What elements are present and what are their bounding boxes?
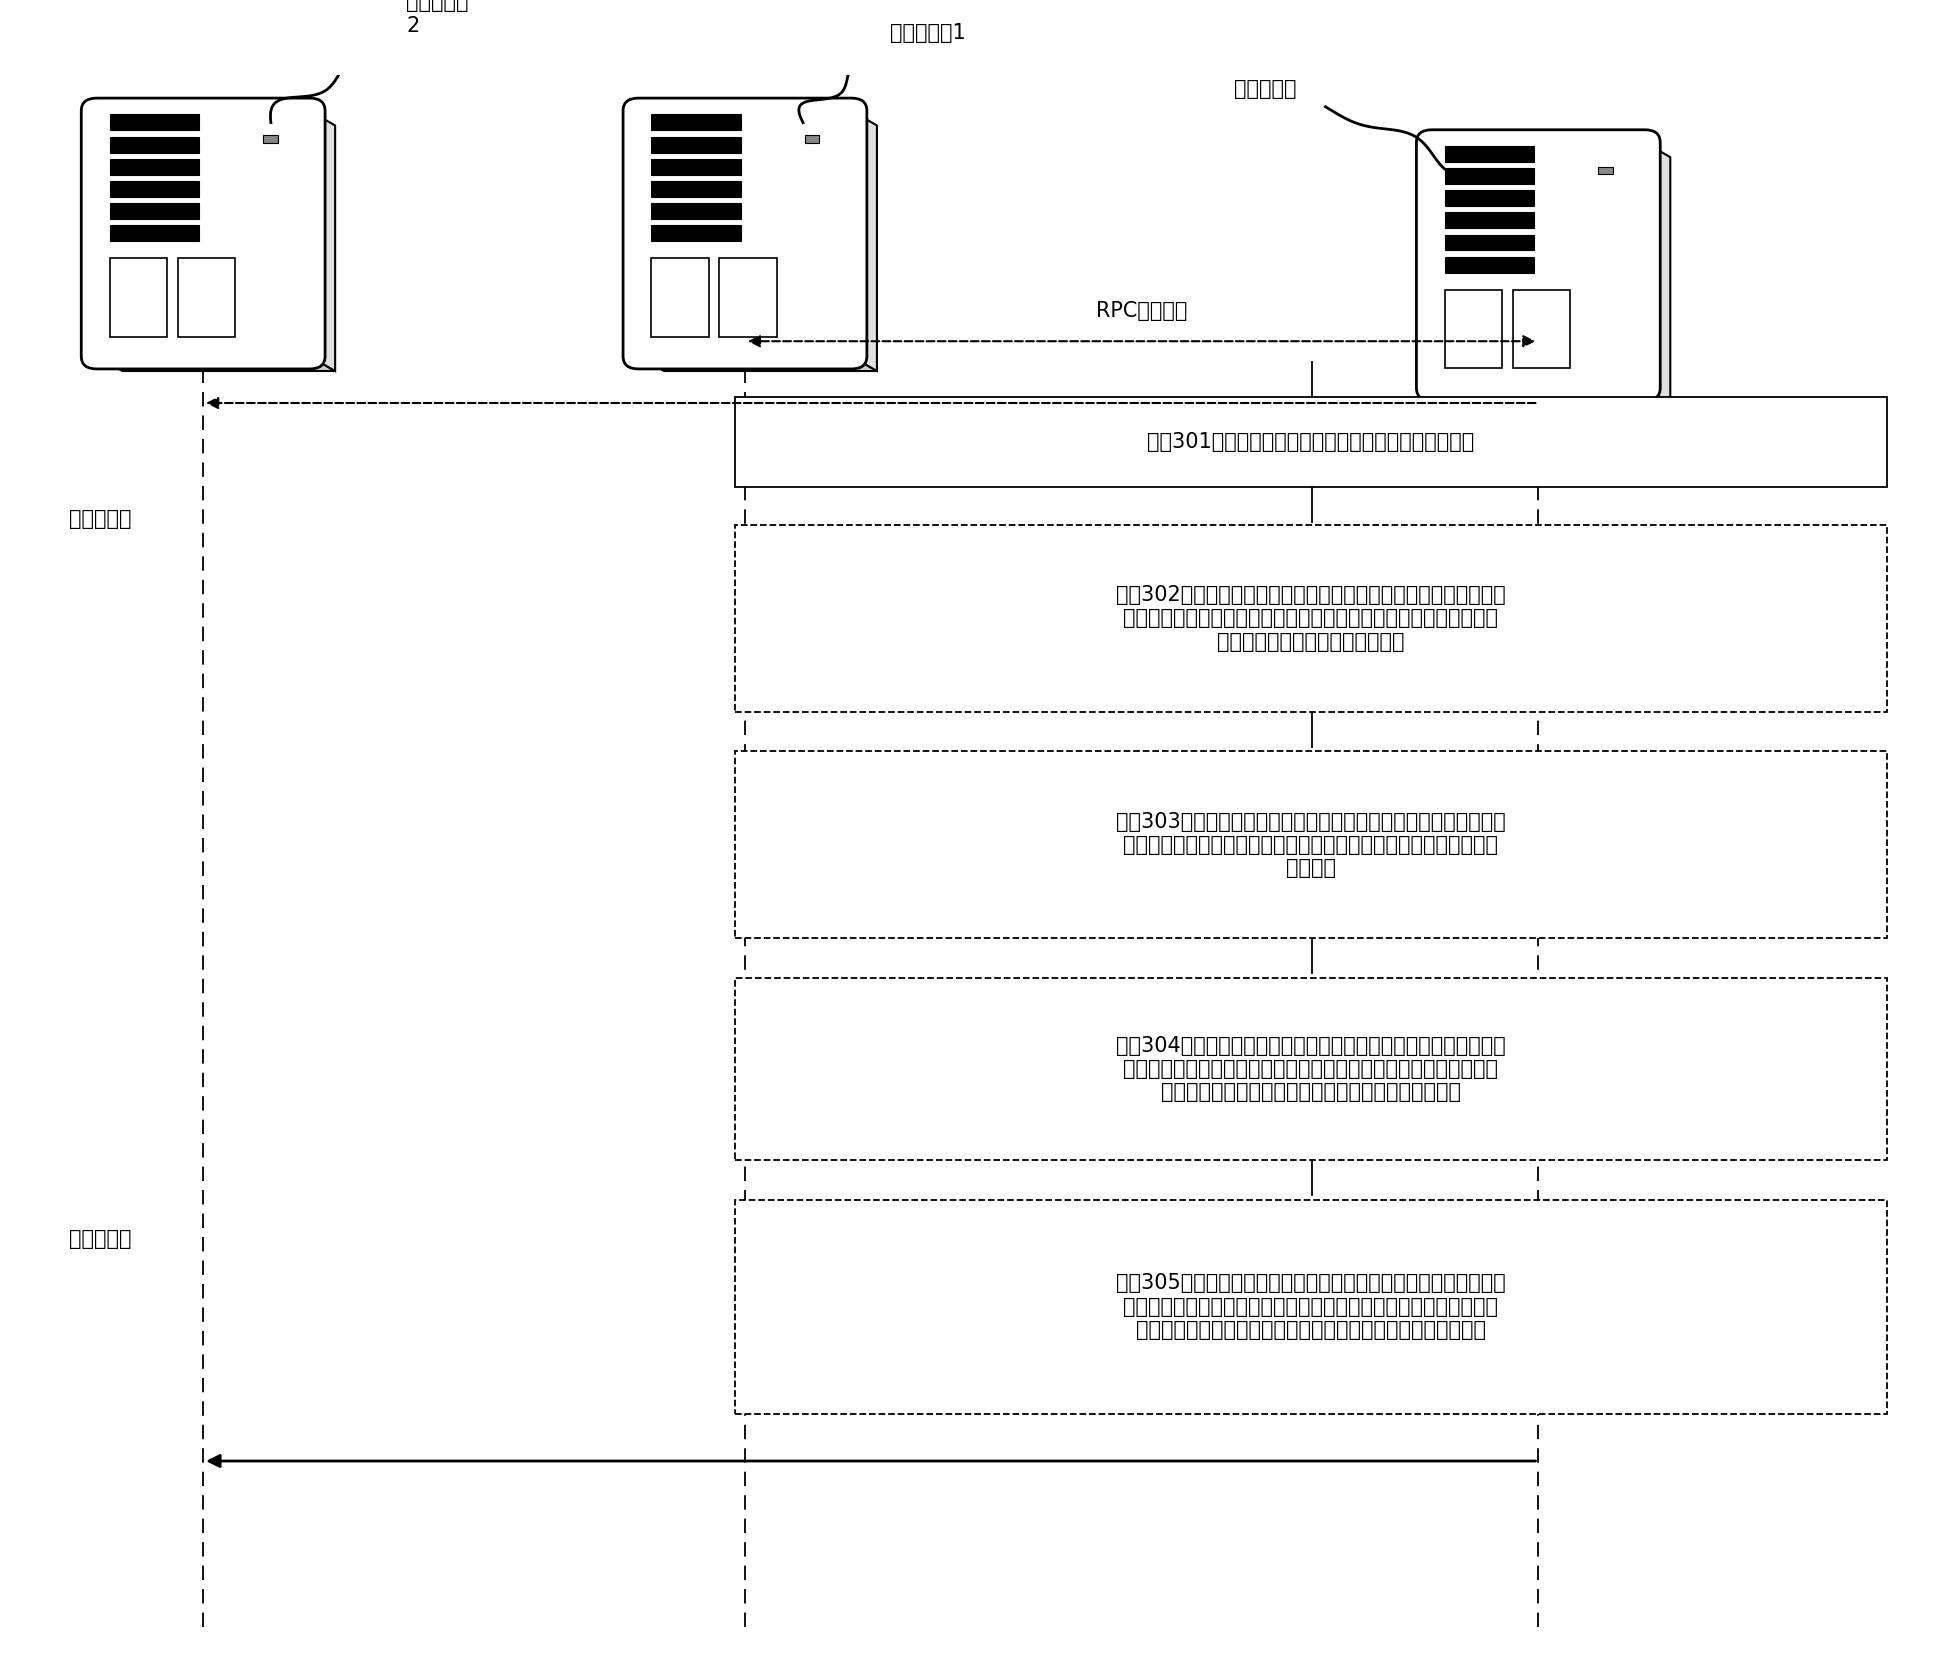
Text: 请求服务器1: 请求服务器1: [890, 23, 966, 43]
Bar: [1445, 257, 1534, 272]
Bar: [110, 136, 199, 153]
Polygon shape: [851, 111, 877, 372]
Bar: [1598, 168, 1614, 174]
Bar: [652, 159, 741, 174]
Bar: [652, 202, 741, 219]
Bar: [652, 114, 741, 131]
Bar: [110, 226, 199, 241]
Bar: [1445, 212, 1534, 229]
Text: 步骤302：基于所述处理服务器地址，请求服务器向所述处理服务器
地址发送鉴权请求，其中，所述鉴权请求包括所述请求服务器地址以
及与所述处理服务器相匹配的公钓: 步骤302：基于所述处理服务器地址，请求服务器向所述处理服务器 地址发送鉴权请求…: [1116, 586, 1505, 652]
Bar: [720, 259, 778, 337]
Bar: [263, 136, 279, 143]
Text: 步骤303：所述处理服务器响应于所述鉴权请求，基于所述请求服务
器地址以及与所述处理服务器相匹配的公钓，对所述请求服务器地址
进行检测: 步骤303：所述处理服务器响应于所述鉴权请求，基于所述请求服务 器地址以及与所述…: [1116, 811, 1505, 878]
Text: 步骤305：请求服务器通过所述函数地址映射关系，对待处理数据进
行处理，得到待处理数据的虚拟地址，并将所述待处理数据的虚拟地
址向所述处理服务器发送，以实现对所: 步骤305：请求服务器通过所述函数地址映射关系，对待处理数据进 行处理，得到待处…: [1116, 1274, 1505, 1340]
Bar: [110, 159, 199, 174]
Bar: [652, 181, 741, 197]
Polygon shape: [1645, 143, 1670, 403]
Bar: [1445, 290, 1502, 368]
Text: 请求服务器
2: 请求服务器 2: [406, 0, 468, 35]
Text: RPC网络连接: RPC网络连接: [1095, 300, 1188, 320]
Bar: [1445, 234, 1534, 251]
Bar: [735, 397, 1887, 488]
Bar: [110, 114, 199, 131]
Bar: [805, 136, 820, 143]
Bar: [1445, 191, 1534, 206]
Polygon shape: [97, 357, 335, 372]
FancyBboxPatch shape: [623, 98, 867, 368]
Text: 待处理数据: 待处理数据: [70, 509, 132, 529]
Bar: [110, 202, 199, 219]
Polygon shape: [639, 357, 877, 372]
Text: 步骤304：通过对所述请求服务器地址进行检测，确定所述处理服务
器计算得到的目标请求服务器地址与所述请求服务器地址一致时，所
述处理服务器向所述请求服务器发送函: 步骤304：通过对所述请求服务器地址进行检测，确定所述处理服务 器计算得到的目标…: [1116, 1035, 1505, 1102]
Bar: [735, 524, 1887, 712]
Polygon shape: [310, 111, 335, 372]
FancyBboxPatch shape: [81, 98, 325, 368]
Bar: [735, 977, 1887, 1160]
Bar: [735, 1199, 1887, 1413]
Bar: [652, 136, 741, 153]
Bar: [110, 259, 166, 337]
Text: 步骤301：请求服务器获取处理服务器的处理服务器地址: 步骤301：请求服务器获取处理服务器的处理服务器地址: [1147, 431, 1474, 451]
Bar: [178, 259, 236, 337]
Polygon shape: [1432, 388, 1670, 403]
Bar: [735, 752, 1887, 939]
Bar: [1445, 146, 1534, 163]
Text: 处理服务器: 处理服务器: [1235, 80, 1296, 100]
Bar: [652, 226, 741, 241]
Bar: [110, 181, 199, 197]
FancyBboxPatch shape: [1416, 129, 1660, 400]
Bar: [652, 259, 708, 337]
Bar: [1445, 168, 1534, 184]
Bar: [1513, 290, 1571, 368]
Text: 待处理数据: 待处理数据: [70, 1229, 132, 1249]
